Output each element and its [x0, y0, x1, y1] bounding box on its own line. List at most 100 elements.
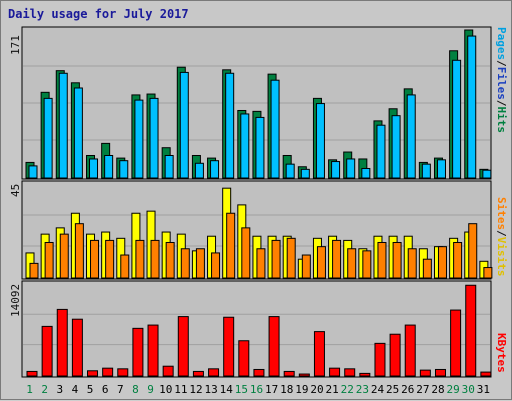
- bar-files-day-18: [285, 163, 295, 179]
- bar-kbytes-day-29: [450, 309, 462, 377]
- bar-files-day-6: [104, 154, 114, 179]
- x-tick-label-day-27: 27: [416, 383, 429, 396]
- bar-files-day-9: [149, 97, 159, 179]
- bar-kbytes-day-24: [374, 342, 386, 377]
- x-tick-label-day-13: 13: [204, 383, 217, 396]
- bar-kbytes-day-7: [117, 368, 129, 377]
- bar-sites-day-4: [74, 223, 84, 279]
- x-tick-label-day-4: 4: [72, 383, 79, 396]
- bar-kbytes-day-9: [147, 324, 159, 377]
- legend-visits: Visits: [495, 236, 508, 277]
- bar-files-day-17: [270, 79, 280, 179]
- bar-kbytes-day-26: [404, 324, 416, 377]
- x-tick-label-day-1: 1: [26, 383, 33, 396]
- bar-kbytes-day-30: [465, 284, 477, 377]
- bar-sites-day-23: [362, 250, 372, 279]
- bar-files-day-31: [482, 169, 492, 179]
- bar-files-day-28: [436, 159, 446, 179]
- bar-sites-day-18: [286, 237, 296, 279]
- x-tick-label-day-5: 5: [87, 383, 94, 396]
- bar-files-day-11: [179, 71, 189, 179]
- bar-files-day-12: [194, 162, 204, 179]
- x-tick-label-day-3: 3: [57, 383, 64, 396]
- bar-sites-day-20: [316, 246, 326, 279]
- bar-files-day-30: [467, 35, 477, 179]
- legend-files: Files: [495, 66, 508, 100]
- x-tick-label-day-17: 17: [265, 383, 278, 396]
- bar-kbytes-day-15: [238, 340, 250, 377]
- bar-files-day-8: [134, 99, 144, 179]
- bar-sites-day-13: [211, 252, 221, 279]
- kbytes-axis-max-label: 14092: [9, 283, 22, 317]
- bar-kbytes-day-19: [298, 373, 310, 377]
- bar-kbytes-day-21: [329, 367, 341, 377]
- bar-sites-day-22: [347, 248, 357, 279]
- x-tick-label-day-21: 21: [326, 383, 339, 396]
- x-tick-label-day-18: 18: [280, 383, 293, 396]
- bar-kbytes-day-31: [480, 371, 492, 377]
- bar-sites-day-7: [120, 254, 130, 279]
- bar-sites-day-10: [165, 241, 175, 279]
- visits-axis-max-label: 45: [9, 183, 22, 197]
- bar-sites-day-11: [180, 248, 190, 279]
- bar-sites-day-26: [407, 248, 417, 279]
- bar-files-day-27: [421, 163, 431, 179]
- bar-sites-day-14: [226, 212, 236, 279]
- bar-sites-day-8: [135, 239, 145, 279]
- x-tick-label-day-30: 30: [462, 383, 475, 396]
- bar-files-day-24: [376, 124, 386, 179]
- bar-files-day-2: [43, 97, 53, 179]
- x-tick-label-day-8: 8: [132, 383, 139, 396]
- x-tick-label-day-25: 25: [386, 383, 399, 396]
- x-tick-label-day-14: 14: [220, 383, 234, 396]
- x-tick-label-day-6: 6: [102, 383, 109, 396]
- bar-kbytes-day-1: [26, 370, 38, 377]
- x-tick-label-day-10: 10: [159, 383, 172, 396]
- kbytes-legend: KBytes: [495, 333, 508, 373]
- bar-sites-day-29: [453, 241, 463, 279]
- bar-kbytes-day-12: [192, 370, 204, 377]
- bar-kbytes-day-28: [434, 368, 446, 377]
- bar-sites-day-6: [105, 239, 115, 279]
- bar-sites-day-17: [271, 239, 281, 279]
- x-tick-label-day-19: 19: [295, 383, 308, 396]
- bar-files-day-19: [300, 168, 310, 179]
- hits-axis-max-label: 171: [9, 35, 22, 55]
- bar-sites-day-2: [44, 241, 54, 279]
- x-tick-label-day-7: 7: [117, 383, 124, 396]
- bar-kbytes-day-2: [41, 325, 53, 377]
- bar-sites-day-1: [29, 262, 39, 279]
- x-tick-label-day-11: 11: [174, 383, 187, 396]
- bar-kbytes-day-17: [268, 316, 280, 377]
- bar-sites-day-16: [256, 248, 266, 279]
- bar-sites-day-31: [483, 267, 493, 279]
- x-tick-label-day-20: 20: [310, 383, 323, 396]
- x-tick-label-day-22: 22: [341, 383, 354, 396]
- x-tick-label-day-15: 15: [235, 383, 248, 396]
- bar-sites-day-21: [332, 239, 342, 279]
- bar-kbytes-day-5: [87, 370, 99, 377]
- bar-files-day-20: [315, 103, 325, 179]
- legend-sep: /: [495, 60, 508, 67]
- bar-files-day-7: [119, 160, 129, 179]
- bar-sites-day-24: [377, 241, 387, 279]
- bar-files-day-23: [361, 167, 371, 179]
- bar-files-day-5: [89, 158, 99, 179]
- bar-files-day-10: [164, 154, 174, 179]
- x-tick-label-day-9: 9: [147, 383, 154, 396]
- x-tick-label-day-29: 29: [447, 383, 460, 396]
- bar-sites-day-19: [301, 254, 311, 279]
- legend-pages: Pages: [495, 27, 508, 61]
- bar-sites-day-30: [468, 223, 478, 279]
- bar-files-day-15: [240, 113, 250, 179]
- x-tick-label-day-24: 24: [371, 383, 385, 396]
- bar-files-day-3: [58, 72, 68, 179]
- bar-kbytes-day-20: [313, 331, 325, 377]
- bar-files-day-26: [406, 94, 416, 179]
- x-tick-label-day-26: 26: [401, 383, 414, 396]
- bar-sites-day-12: [195, 248, 205, 279]
- x-tick-label-day-23: 23: [356, 383, 369, 396]
- bar-kbytes-day-16: [253, 368, 265, 377]
- bar-kbytes-day-8: [132, 327, 144, 377]
